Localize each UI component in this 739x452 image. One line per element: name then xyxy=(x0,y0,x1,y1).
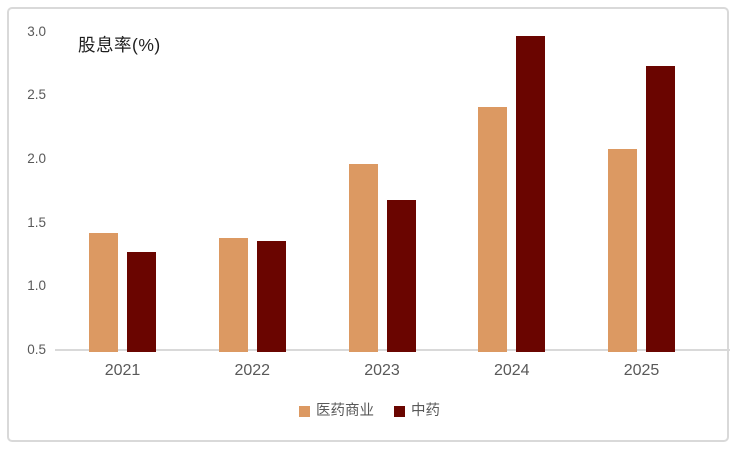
legend-label: 医药商业 xyxy=(316,403,374,419)
x-category-label: 2024 xyxy=(493,362,530,379)
y-tick-label: 2.5 xyxy=(27,87,46,103)
chart-title: 股息率(%) xyxy=(78,35,161,55)
bar-2023-医药商业[interactable] xyxy=(348,164,378,352)
bar-2021-中药[interactable] xyxy=(127,251,156,352)
bar-2024-中药[interactable] xyxy=(516,35,546,352)
y-tick-label: 1.0 xyxy=(27,278,46,294)
bar-2021-医药商业[interactable] xyxy=(89,232,118,352)
bar-2025-医药商业[interactable] xyxy=(608,148,637,352)
bar-2022-医药商业[interactable] xyxy=(218,237,248,352)
legend-item-中药[interactable]: 中药 xyxy=(394,403,440,419)
legend-label: 中药 xyxy=(411,403,440,419)
x-category-label: 2025 xyxy=(623,362,660,379)
legend-item-医药商业[interactable]: 医药商业 xyxy=(299,403,374,419)
y-tick-label: 0.5 xyxy=(27,342,46,357)
bar-2024-医药商业[interactable] xyxy=(478,106,508,352)
bar-2022-中药[interactable] xyxy=(256,240,286,352)
legend: 医药商业 中药 xyxy=(0,403,739,419)
bar-2025-中药[interactable] xyxy=(646,66,675,352)
bar-2023-中药[interactable] xyxy=(386,199,416,352)
y-tick-label: 2.0 xyxy=(27,151,46,167)
legend-swatch-icon xyxy=(299,405,310,417)
x-category-label: 2021 xyxy=(104,362,141,379)
x-category-label: 2023 xyxy=(364,362,400,379)
y-tick-label: 3.0 xyxy=(27,23,46,39)
legend-swatch-icon xyxy=(394,405,405,417)
x-category-label: 2022 xyxy=(234,362,271,379)
y-tick-label: 1.5 xyxy=(27,214,46,230)
